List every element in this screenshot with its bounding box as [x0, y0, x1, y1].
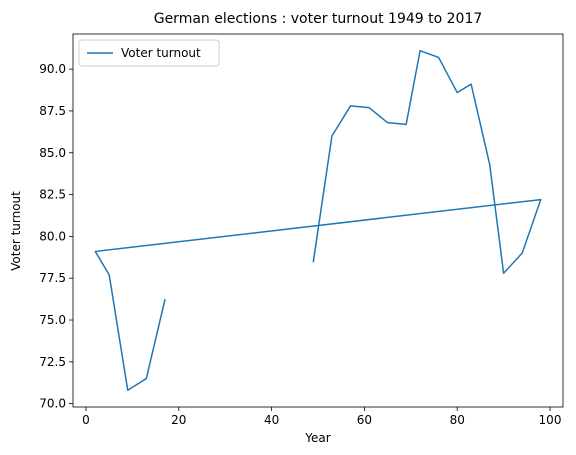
y-axis-label: Voter turnout — [9, 191, 23, 271]
x-tick-label: 100 — [539, 413, 562, 427]
x-tick-label: 80 — [450, 413, 465, 427]
chart-title: German elections : voter turnout 1949 to… — [154, 11, 483, 27]
y-tick-label: 70.0 — [39, 397, 66, 411]
legend-label: Voter turnout — [121, 46, 201, 60]
plot-area: 0 20 40 60 80 100 70.0 72.5 75.0 77.5 80.0 82.5 85.0… — [39, 33, 564, 427]
series-line-0 — [94, 49, 542, 392]
y-tick-label: 87.5 — [39, 104, 66, 118]
y-tick-label: 72.5 — [39, 355, 66, 369]
x-tick-label: 40 — [264, 413, 279, 427]
x-axis-label: Year — [304, 431, 330, 445]
y-tick-label: 77.5 — [39, 271, 66, 285]
plot-frame — [72, 33, 564, 408]
y-tick-label: 85.0 — [39, 146, 66, 160]
y-tick-label: 80.0 — [39, 229, 66, 243]
x-tick-label: 20 — [171, 413, 186, 427]
x-tick-label: 60 — [357, 413, 372, 427]
y-tick-label: 82.5 — [39, 188, 66, 202]
x-tick-label: 0 — [82, 413, 90, 427]
y-tick-label: 90.0 — [39, 62, 66, 76]
legend-box — [78, 39, 220, 67]
y-tick-label: 75.0 — [39, 313, 66, 327]
